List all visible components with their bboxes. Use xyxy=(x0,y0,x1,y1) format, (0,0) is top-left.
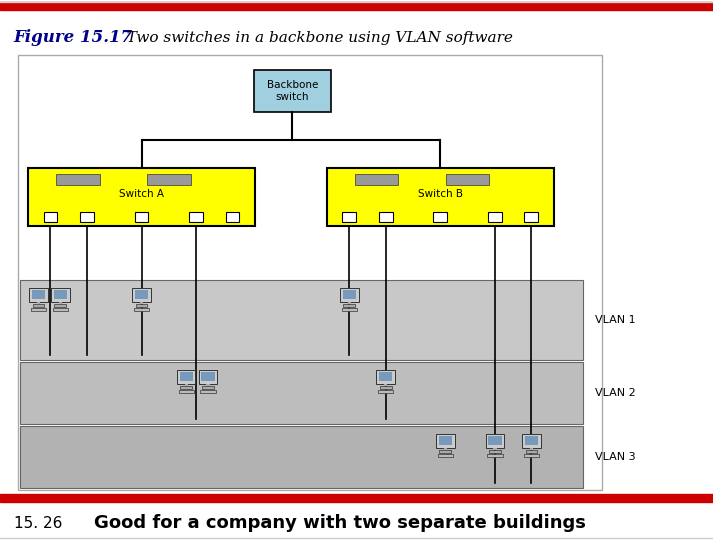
Bar xyxy=(30,288,48,302)
Bar xyxy=(80,212,94,222)
Bar xyxy=(379,373,392,381)
Bar xyxy=(202,373,215,381)
Bar xyxy=(202,386,214,389)
Bar xyxy=(487,454,503,457)
Bar xyxy=(342,308,357,311)
Bar xyxy=(377,370,395,383)
Bar xyxy=(200,389,215,393)
Text: Backbone
switch: Backbone switch xyxy=(266,80,318,102)
Bar xyxy=(32,291,45,299)
Bar xyxy=(444,448,447,450)
Bar xyxy=(378,389,393,393)
Bar xyxy=(59,302,62,304)
Bar xyxy=(493,448,497,450)
Bar xyxy=(31,308,46,311)
Bar xyxy=(56,174,99,185)
Bar xyxy=(526,450,537,453)
Bar xyxy=(438,454,453,457)
Bar xyxy=(135,291,148,299)
Bar xyxy=(43,212,58,222)
Bar xyxy=(135,304,148,307)
Text: Switch B: Switch B xyxy=(418,189,463,199)
Bar xyxy=(355,174,398,185)
Bar xyxy=(147,174,191,185)
Bar xyxy=(380,386,392,389)
Bar xyxy=(530,448,533,450)
Bar xyxy=(438,436,452,446)
Bar xyxy=(488,212,502,222)
Bar xyxy=(51,288,70,302)
Bar xyxy=(225,212,240,222)
Text: Figure 15.17: Figure 15.17 xyxy=(14,30,133,46)
Bar xyxy=(327,168,554,226)
Bar xyxy=(199,370,217,383)
Bar xyxy=(436,434,454,448)
Bar xyxy=(207,383,210,386)
Bar xyxy=(53,308,68,311)
Bar xyxy=(18,55,602,490)
Text: VLAN 1: VLAN 1 xyxy=(595,315,635,325)
Bar xyxy=(54,291,67,299)
Bar xyxy=(384,383,387,386)
Bar xyxy=(524,454,539,457)
Bar xyxy=(433,212,447,222)
Bar xyxy=(184,383,188,386)
Bar xyxy=(32,304,45,307)
Text: 15. 26: 15. 26 xyxy=(14,516,62,530)
Text: Two switches in a backbone using VLAN software: Two switches in a backbone using VLAN so… xyxy=(117,31,513,45)
Bar xyxy=(55,304,66,307)
Bar xyxy=(446,174,490,185)
Text: Good for a company with two separate buildings: Good for a company with two separate bui… xyxy=(94,514,586,532)
Bar xyxy=(253,70,330,112)
Text: Switch A: Switch A xyxy=(119,189,164,199)
Bar xyxy=(488,436,502,446)
Bar xyxy=(19,362,583,424)
Bar xyxy=(179,389,194,393)
Bar xyxy=(379,212,392,222)
Bar xyxy=(180,386,192,389)
Bar xyxy=(19,280,583,360)
Bar xyxy=(179,373,193,381)
Text: VLAN 3: VLAN 3 xyxy=(595,452,635,462)
Bar xyxy=(0,2,713,10)
Bar xyxy=(27,168,256,226)
Bar xyxy=(132,288,150,302)
Bar xyxy=(525,436,538,446)
Bar xyxy=(524,212,539,222)
Bar xyxy=(439,450,451,453)
Bar xyxy=(135,212,148,222)
Bar xyxy=(177,370,196,383)
Text: VLAN 2: VLAN 2 xyxy=(595,388,636,398)
Bar xyxy=(37,302,40,304)
Bar xyxy=(348,302,351,304)
Bar xyxy=(343,304,355,307)
Bar xyxy=(19,426,583,488)
Bar xyxy=(522,434,541,448)
Bar xyxy=(486,434,504,448)
Bar xyxy=(343,291,356,299)
Bar xyxy=(0,494,713,502)
Bar xyxy=(489,450,501,453)
Bar xyxy=(343,212,356,222)
Bar xyxy=(340,288,359,302)
Bar xyxy=(140,302,143,304)
Bar xyxy=(189,212,203,222)
Bar xyxy=(134,308,149,311)
